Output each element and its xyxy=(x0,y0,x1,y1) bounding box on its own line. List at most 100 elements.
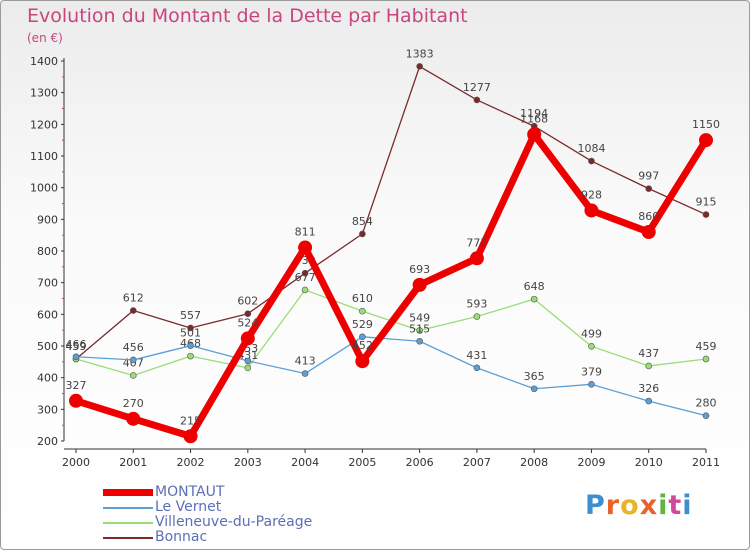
data-label-le-vernet: 413 xyxy=(295,355,316,368)
x-tick-label: 2009 xyxy=(577,456,605,469)
y-tick-label: 600 xyxy=(37,308,58,321)
logo-letter: o xyxy=(620,490,640,521)
data-label-montaut: 1150 xyxy=(692,118,720,131)
data-point-le-vernet xyxy=(645,397,653,405)
data-point-villeneuve-du-par-age xyxy=(187,352,194,360)
data-point-villeneuve-du-par-age xyxy=(359,307,366,315)
series-line-villeneuve-du-par-age xyxy=(75,289,707,377)
data-label-montaut: 811 xyxy=(295,226,316,239)
data-label-villeneuve-du-par-age: 610 xyxy=(352,292,373,305)
data-label-bonnac: 997 xyxy=(638,170,659,183)
x-tick-label: 2000 xyxy=(62,456,90,469)
data-point-montaut xyxy=(699,133,713,148)
logo-letter: x xyxy=(639,490,659,521)
data-point-le-vernet xyxy=(530,385,538,393)
data-point-villeneuve-du-par-age xyxy=(473,313,481,320)
data-label-montaut: 928 xyxy=(581,188,602,201)
data-label-bonnac: 602 xyxy=(237,295,258,308)
data-point-montaut xyxy=(298,240,313,255)
legend-label: MONTAUT xyxy=(155,484,225,500)
x-tick-label: 2004 xyxy=(291,456,319,469)
data-label-montaut: 1168 xyxy=(520,112,548,125)
y-tick-label: 800 xyxy=(37,245,58,258)
data-label-villeneuve-du-par-age: 593 xyxy=(466,298,487,311)
data-point-montaut xyxy=(69,393,83,408)
data-label-bonnac: 1084 xyxy=(577,142,605,155)
y-tick-label: 1300 xyxy=(30,87,58,100)
logo-letter: r xyxy=(605,490,621,521)
legend-label: Le Vernet xyxy=(155,499,222,515)
data-label-le-vernet: 529 xyxy=(352,318,373,331)
data-point-villeneuve-du-par-age xyxy=(301,286,309,294)
data-point-bonnac xyxy=(301,269,309,277)
data-label-villeneuve-du-par-age: 459 xyxy=(696,340,717,353)
y-tick-label: 1100 xyxy=(30,150,58,163)
data-label-bonnac: 915 xyxy=(696,196,717,209)
legend-swatch xyxy=(103,507,153,509)
data-label-montaut: 215 xyxy=(180,414,201,427)
data-point-bonnac xyxy=(702,211,710,218)
legend-label: Bonnac xyxy=(155,529,208,545)
data-label-le-vernet: 365 xyxy=(524,370,545,383)
legend-label: Villeneuve-du-Paréage xyxy=(155,514,313,530)
data-label-le-vernet: 326 xyxy=(638,382,659,395)
data-point-bonnac xyxy=(588,157,595,165)
data-label-montaut: 270 xyxy=(123,397,144,410)
x-tick-label: 2011 xyxy=(692,456,720,469)
data-point-bonnac xyxy=(359,230,366,238)
data-point-villeneuve-du-par-age xyxy=(702,355,710,363)
y-tick-label: 900 xyxy=(37,213,58,226)
series-line-montaut xyxy=(74,130,709,440)
unit-label: (en €) xyxy=(27,31,63,45)
data-point-le-vernet xyxy=(588,381,595,388)
x-tick-label: 2008 xyxy=(520,456,548,469)
data-point-montaut xyxy=(183,429,198,444)
data-point-montaut xyxy=(469,251,484,266)
data-label-montaut: 860 xyxy=(638,210,659,223)
data-label-le-vernet: 379 xyxy=(581,365,602,378)
data-point-montaut xyxy=(240,331,255,346)
data-label-villeneuve-du-par-age: 499 xyxy=(581,327,602,340)
data-point-montaut xyxy=(527,127,542,142)
logo-letter: i xyxy=(658,490,669,521)
y-tick-label: 1000 xyxy=(30,182,58,195)
x-tick-label: 2007 xyxy=(463,456,491,469)
data-label-bonnac: 1383 xyxy=(406,47,434,60)
logo-letter: t xyxy=(668,490,683,521)
data-label-villeneuve-du-par-age: 677 xyxy=(295,271,316,284)
y-tick-label: 1400 xyxy=(30,55,58,68)
y-tick-label: 500 xyxy=(37,340,58,353)
data-label-bonnac: 1277 xyxy=(463,81,491,94)
data-label-le-vernet: 501 xyxy=(180,327,201,340)
data-point-villeneuve-du-par-age xyxy=(530,295,538,303)
data-label-villeneuve-du-par-age: 437 xyxy=(638,347,659,360)
data-label-montaut: 327 xyxy=(66,379,87,392)
y-tick-label: 400 xyxy=(37,372,58,385)
data-label-montaut: 693 xyxy=(409,263,430,276)
data-point-villeneuve-du-par-age xyxy=(645,362,653,370)
y-tick-label: 700 xyxy=(37,277,58,290)
data-point-bonnac xyxy=(645,185,653,192)
data-point-bonnac xyxy=(129,307,137,314)
x-tick-label: 2001 xyxy=(119,456,147,469)
data-label-bonnac: 459 xyxy=(66,340,87,353)
x-tick-label: 2010 xyxy=(635,456,663,469)
data-point-le-vernet xyxy=(129,356,137,364)
data-label-le-vernet: 431 xyxy=(466,349,487,362)
data-label-bonnac: 1194 xyxy=(520,107,548,120)
data-point-le-vernet xyxy=(702,412,710,419)
y-tick-label: 300 xyxy=(37,403,58,416)
data-label-le-vernet: 515 xyxy=(409,322,430,335)
data-label-montaut: 777 xyxy=(466,236,487,249)
data-point-bonnac xyxy=(244,310,252,318)
data-label-bonnac: 854 xyxy=(352,215,373,228)
data-point-bonnac xyxy=(473,96,481,104)
data-point-villeneuve-du-par-age xyxy=(129,372,137,379)
data-label-le-vernet: 466 xyxy=(66,338,87,351)
data-point-villeneuve-du-par-age xyxy=(416,327,423,334)
data-point-montaut xyxy=(126,411,141,426)
data-label-montaut: 452 xyxy=(352,339,373,352)
series-line-bonnac xyxy=(75,65,707,360)
data-point-le-vernet xyxy=(359,333,366,341)
